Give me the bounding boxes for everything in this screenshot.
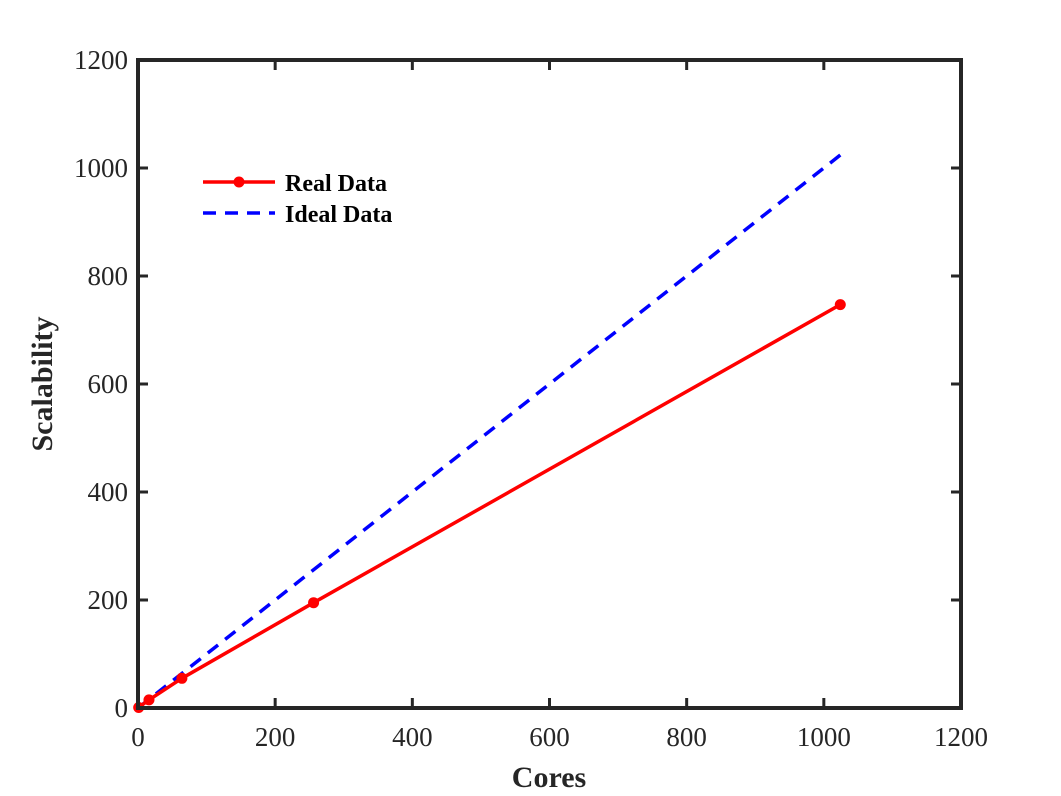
x-tick-label: 0 [131, 722, 145, 752]
series-layer [133, 153, 846, 713]
y-tick-label: 800 [88, 261, 129, 291]
legend-label-ideal-data: Ideal Data [285, 202, 392, 228]
x-tick-label: 600 [529, 722, 570, 752]
x-axis-tick-labels: 0 200 400 600 800 1000 1200 [131, 722, 988, 752]
y-tick-label: 200 [88, 585, 129, 615]
y-tick-label: 600 [88, 369, 129, 399]
ideal-data-line [137, 153, 842, 709]
x-tick-label: 1200 [934, 722, 988, 752]
x-tick-label: 400 [392, 722, 433, 752]
y-axis-tick-labels: 0 200 400 600 800 1000 1200 [74, 45, 128, 723]
plot-area-frame [136, 58, 963, 710]
y-tick-label: 0 [115, 693, 129, 723]
real-data-point [176, 672, 188, 684]
legend-marker-real-data [233, 176, 245, 188]
y-axis-title: Scalability [26, 316, 59, 451]
x-axis-title: Cores [512, 761, 586, 794]
real-data-point [143, 694, 155, 706]
y-tick-label: 1200 [74, 45, 128, 75]
real-data-point [308, 597, 320, 609]
x-tick-label: 1000 [797, 722, 851, 752]
x-tick-label: 200 [255, 722, 296, 752]
y-tick-label: 1000 [74, 153, 128, 183]
x-tick-label: 800 [666, 722, 707, 752]
legend-label-real-data: Real Data [285, 171, 387, 197]
real-data-line [137, 303, 842, 709]
real-data-point [834, 299, 846, 311]
legend: Real Data Ideal Data [203, 171, 392, 228]
y-tick-label: 400 [88, 477, 129, 507]
